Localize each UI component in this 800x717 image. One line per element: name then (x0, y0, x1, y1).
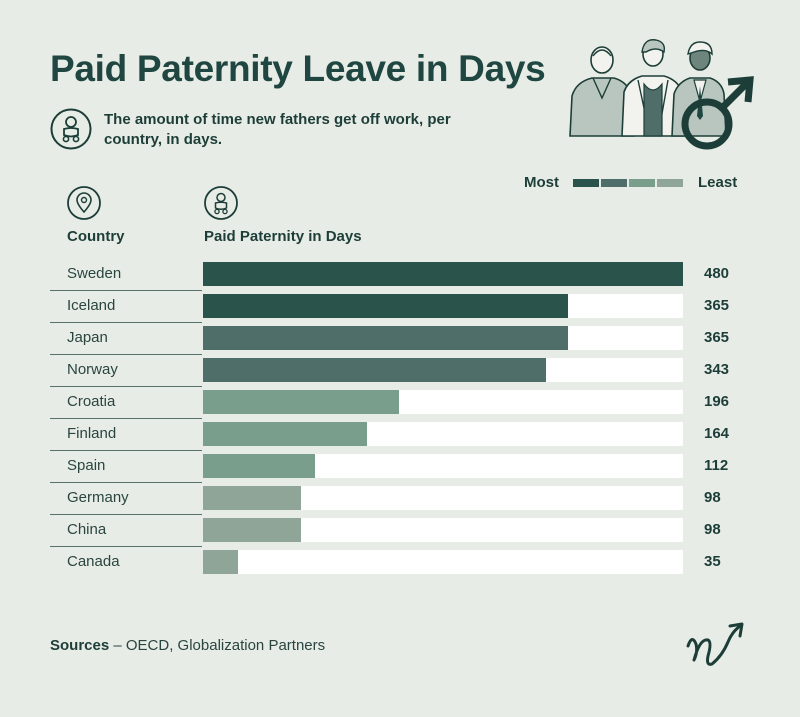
legend-swatch-2 (601, 179, 627, 187)
page-title: Paid Paternity Leave in Days (50, 48, 546, 89)
legend-least-label: Least (698, 174, 738, 191)
sources-text: – OECD, Globalization Partners (109, 637, 326, 654)
sources-note: Sources – OECD, Globalization Partners (50, 637, 325, 654)
row-divider (50, 514, 202, 515)
country-label: Finland (67, 425, 117, 442)
bar (203, 262, 683, 286)
row-divider (50, 322, 202, 323)
value-label: 343 (704, 361, 730, 378)
table-row: China 98 (50, 515, 750, 547)
row-divider (50, 450, 202, 451)
row-divider (50, 354, 202, 355)
bar (203, 294, 568, 318)
value-label: 365 (704, 297, 730, 314)
value-label: 98 (704, 521, 721, 538)
value-column-header: Paid Paternity in Days (204, 228, 362, 245)
row-divider (50, 418, 202, 419)
country-column-header: Country (67, 228, 125, 245)
baby-icon (204, 186, 238, 220)
three-men-illustration (569, 39, 754, 150)
row-divider (50, 386, 202, 387)
signature-logo (686, 622, 744, 666)
bar (203, 454, 315, 478)
location-pin-icon (67, 186, 101, 220)
table-row: Croatia 196 (50, 387, 750, 419)
table-row: Sweden 480 (50, 259, 750, 291)
country-label: Croatia (67, 393, 116, 410)
sources-label: Sources (50, 637, 110, 654)
country-label: Iceland (67, 297, 116, 314)
value-label: 365 (704, 329, 730, 346)
country-label: Norway (67, 361, 118, 378)
bar (203, 486, 301, 510)
table-row: Norway 343 (50, 355, 750, 387)
country-label: Germany (67, 489, 129, 506)
color-legend: Most Least (524, 174, 744, 192)
value-label: 98 (704, 489, 721, 506)
row-divider (50, 290, 202, 291)
value-label: 480 (704, 265, 730, 282)
value-label: 164 (704, 425, 730, 442)
bar (203, 326, 568, 350)
row-divider (50, 482, 202, 483)
table-row: Germany 98 (50, 483, 750, 515)
baby-icon (50, 108, 92, 150)
legend-swatch-4 (657, 179, 683, 187)
value-label: 35 (704, 553, 721, 570)
country-label: Canada (67, 553, 120, 570)
table-row: Japan 365 (50, 323, 750, 355)
table-row: Finland 164 (50, 419, 750, 451)
bar (203, 390, 399, 414)
table-row: Iceland 365 (50, 291, 750, 323)
table-row: Spain 112 (50, 451, 750, 483)
legend-swatch-3 (629, 179, 655, 187)
bar (203, 518, 301, 542)
bar (203, 550, 238, 574)
row-divider (50, 546, 202, 547)
value-label: 112 (704, 457, 729, 474)
subtitle: The amount of time new fathers get off w… (104, 111, 451, 148)
country-label: China (67, 521, 107, 538)
country-label: Spain (67, 457, 106, 474)
bar-track (203, 550, 683, 574)
male-symbol-icon (681, 76, 754, 150)
bar (203, 358, 546, 382)
country-label: Japan (67, 329, 108, 346)
value-label: 196 (704, 393, 730, 410)
bar (203, 422, 367, 446)
country-label: Sweden (67, 265, 122, 282)
table-row: Canada 35 (50, 547, 750, 579)
legend-swatch-1 (573, 179, 599, 187)
legend-most-label: Most (524, 174, 559, 191)
